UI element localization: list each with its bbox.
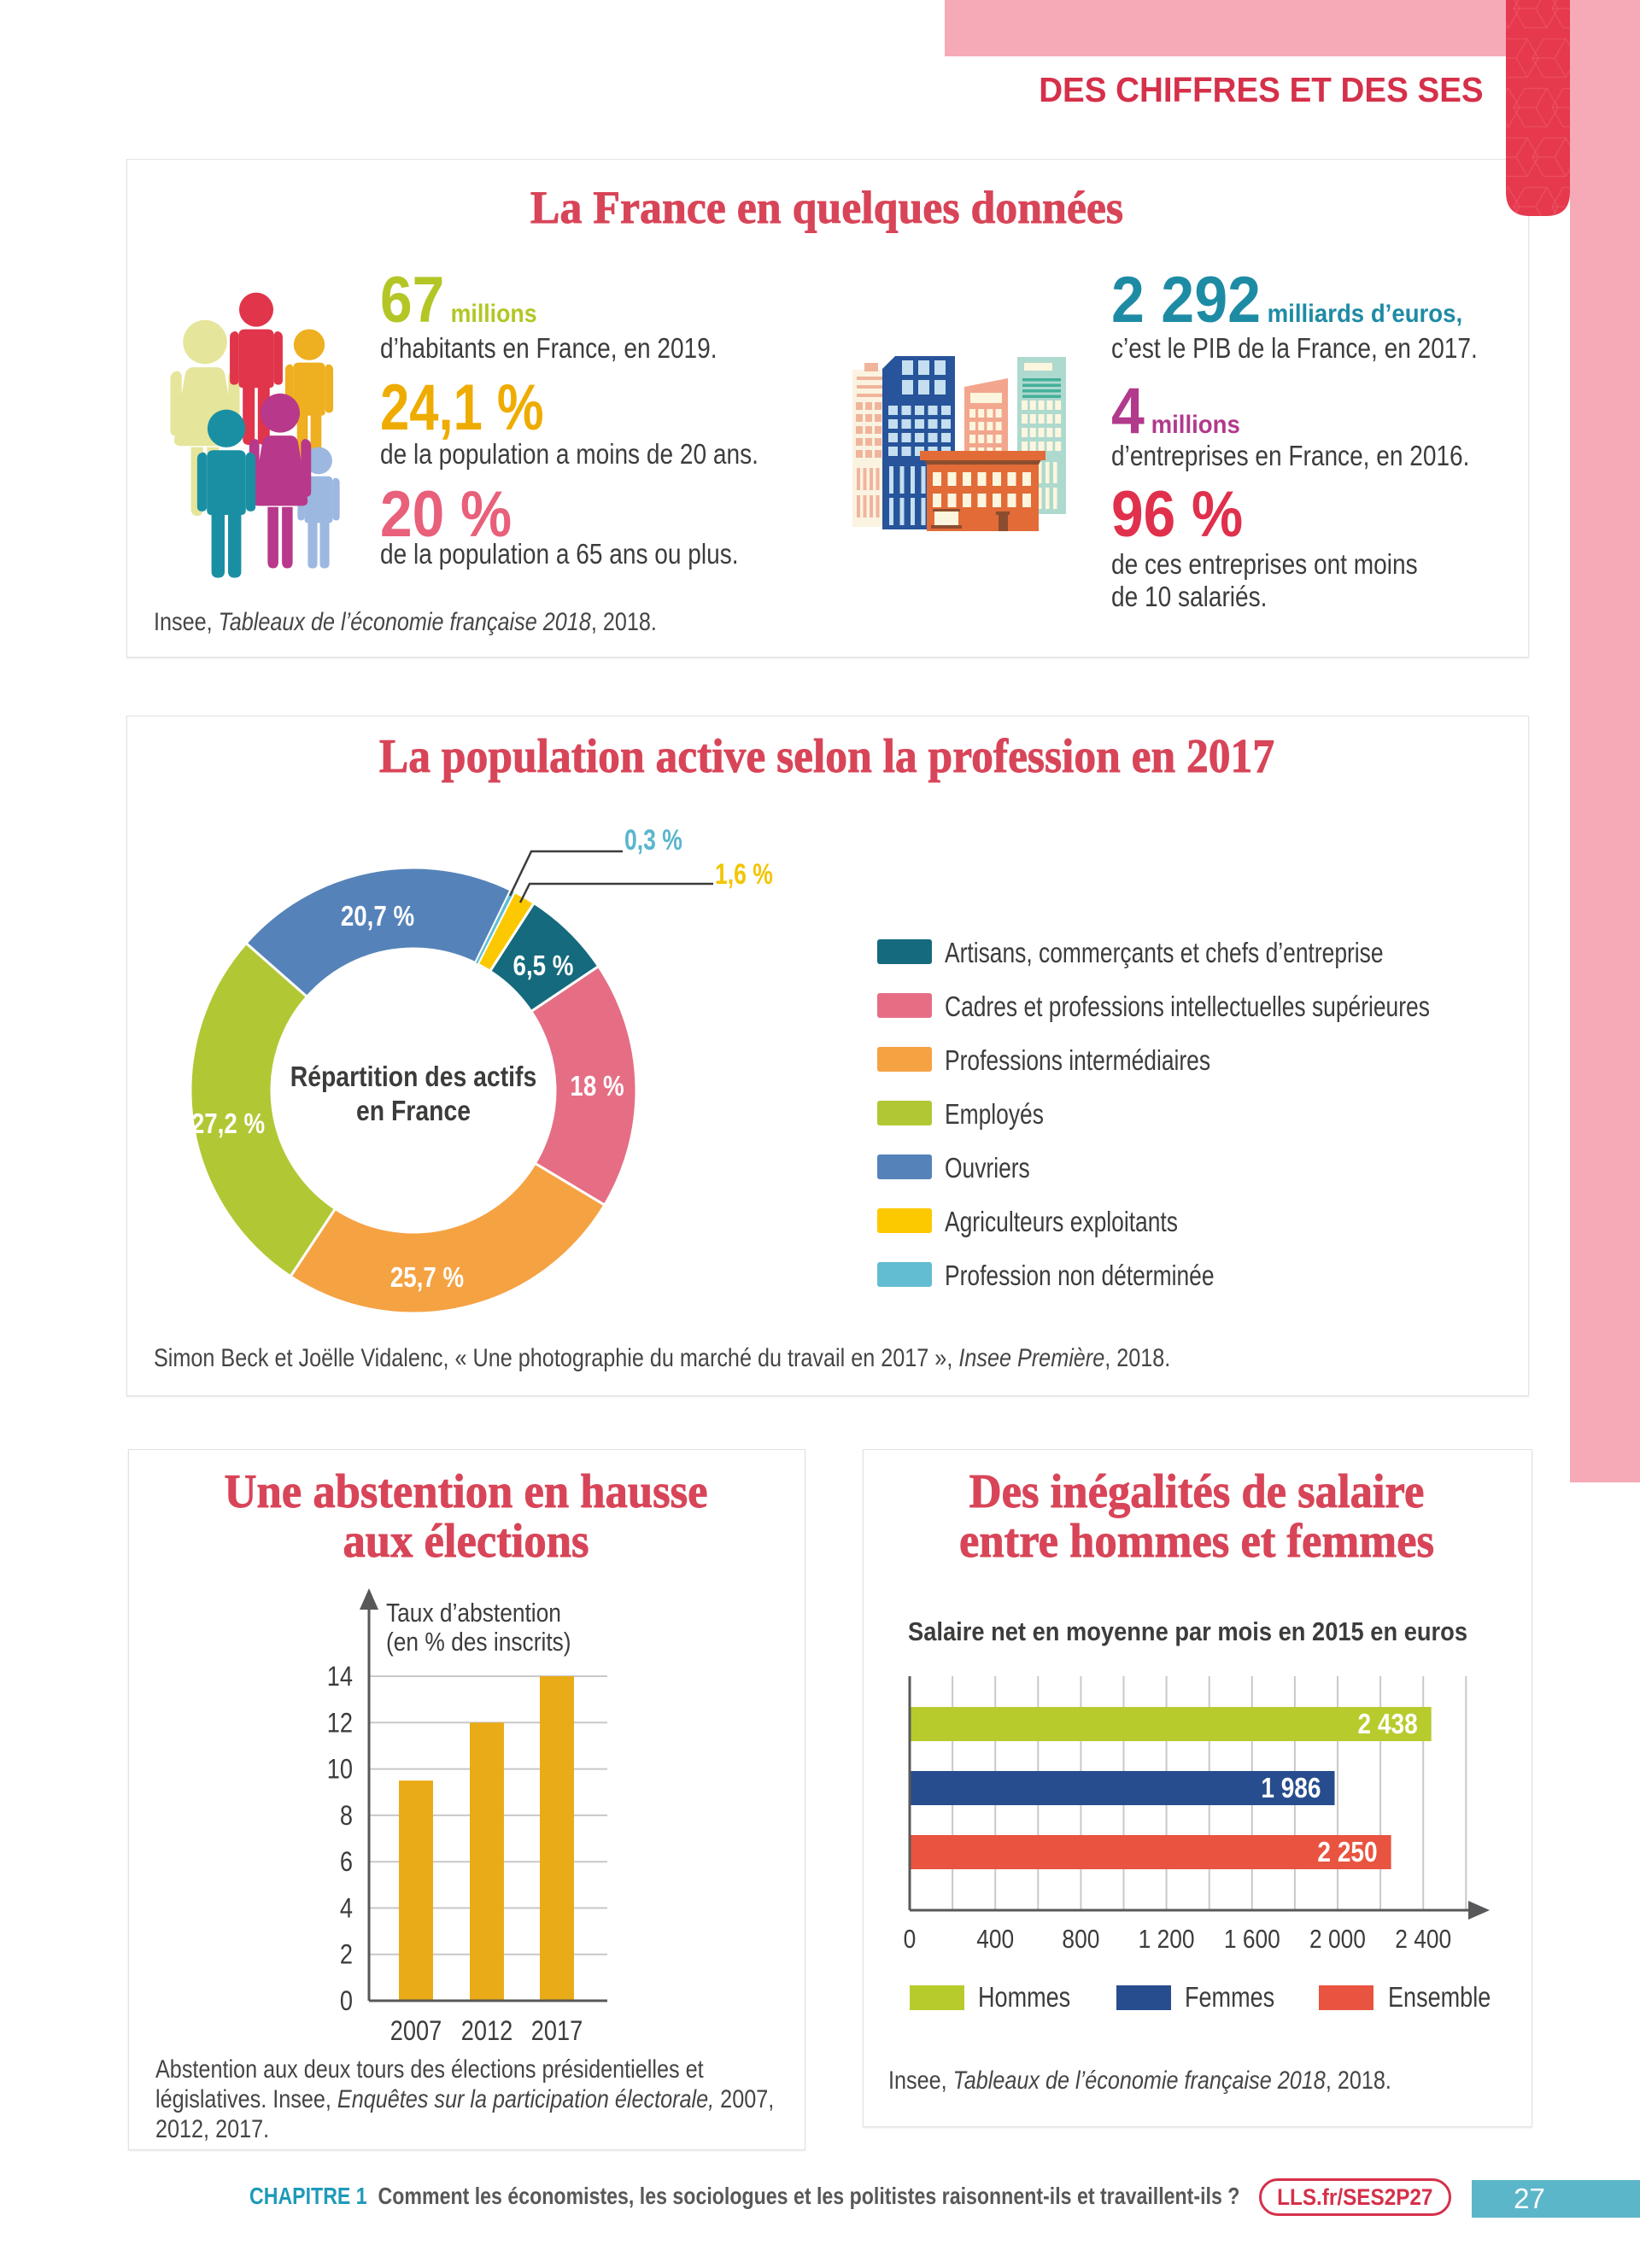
svg-text:12: 12 bbox=[327, 1708, 353, 1739]
svg-text:2017: 2017 bbox=[531, 2016, 583, 2047]
svg-text:2007: 2007 bbox=[390, 2016, 442, 2047]
svg-text:2 250: 2 250 bbox=[1317, 1837, 1377, 1868]
svg-text:Hommes: Hommes bbox=[978, 1983, 1070, 2014]
svg-text:10: 10 bbox=[327, 1755, 353, 1786]
svg-text:0: 0 bbox=[904, 1925, 917, 1954]
svg-text:2 400: 2 400 bbox=[1395, 1925, 1451, 1954]
svg-text:1 986: 1 986 bbox=[1261, 1773, 1321, 1804]
svg-text:800: 800 bbox=[1062, 1925, 1099, 1954]
svg-text:4: 4 bbox=[340, 1893, 353, 1924]
svg-text:400: 400 bbox=[976, 1925, 1014, 1954]
svg-text:2012: 2012 bbox=[461, 2016, 512, 2047]
svg-text:Femmes: Femmes bbox=[1185, 1983, 1274, 2014]
svg-text:2: 2 bbox=[340, 1940, 353, 1971]
svg-text:14: 14 bbox=[327, 1662, 353, 1692]
svg-text:1 200: 1 200 bbox=[1139, 1925, 1195, 1954]
svg-text:8: 8 bbox=[340, 1801, 353, 1832]
svg-text:2 000: 2 000 bbox=[1309, 1925, 1366, 1954]
svg-text:6: 6 bbox=[340, 1847, 353, 1878]
svg-text:1 600: 1 600 bbox=[1224, 1925, 1280, 1954]
svg-text:Taux d’abstention: Taux d’abstention bbox=[386, 1599, 561, 1628]
svg-text:0: 0 bbox=[340, 1986, 353, 2017]
svg-text:(en % des inscrits): (en % des inscrits) bbox=[386, 1628, 571, 1657]
svg-text:2 438: 2 438 bbox=[1358, 1709, 1418, 1740]
svg-text:Ensemble: Ensemble bbox=[1388, 1983, 1491, 2014]
